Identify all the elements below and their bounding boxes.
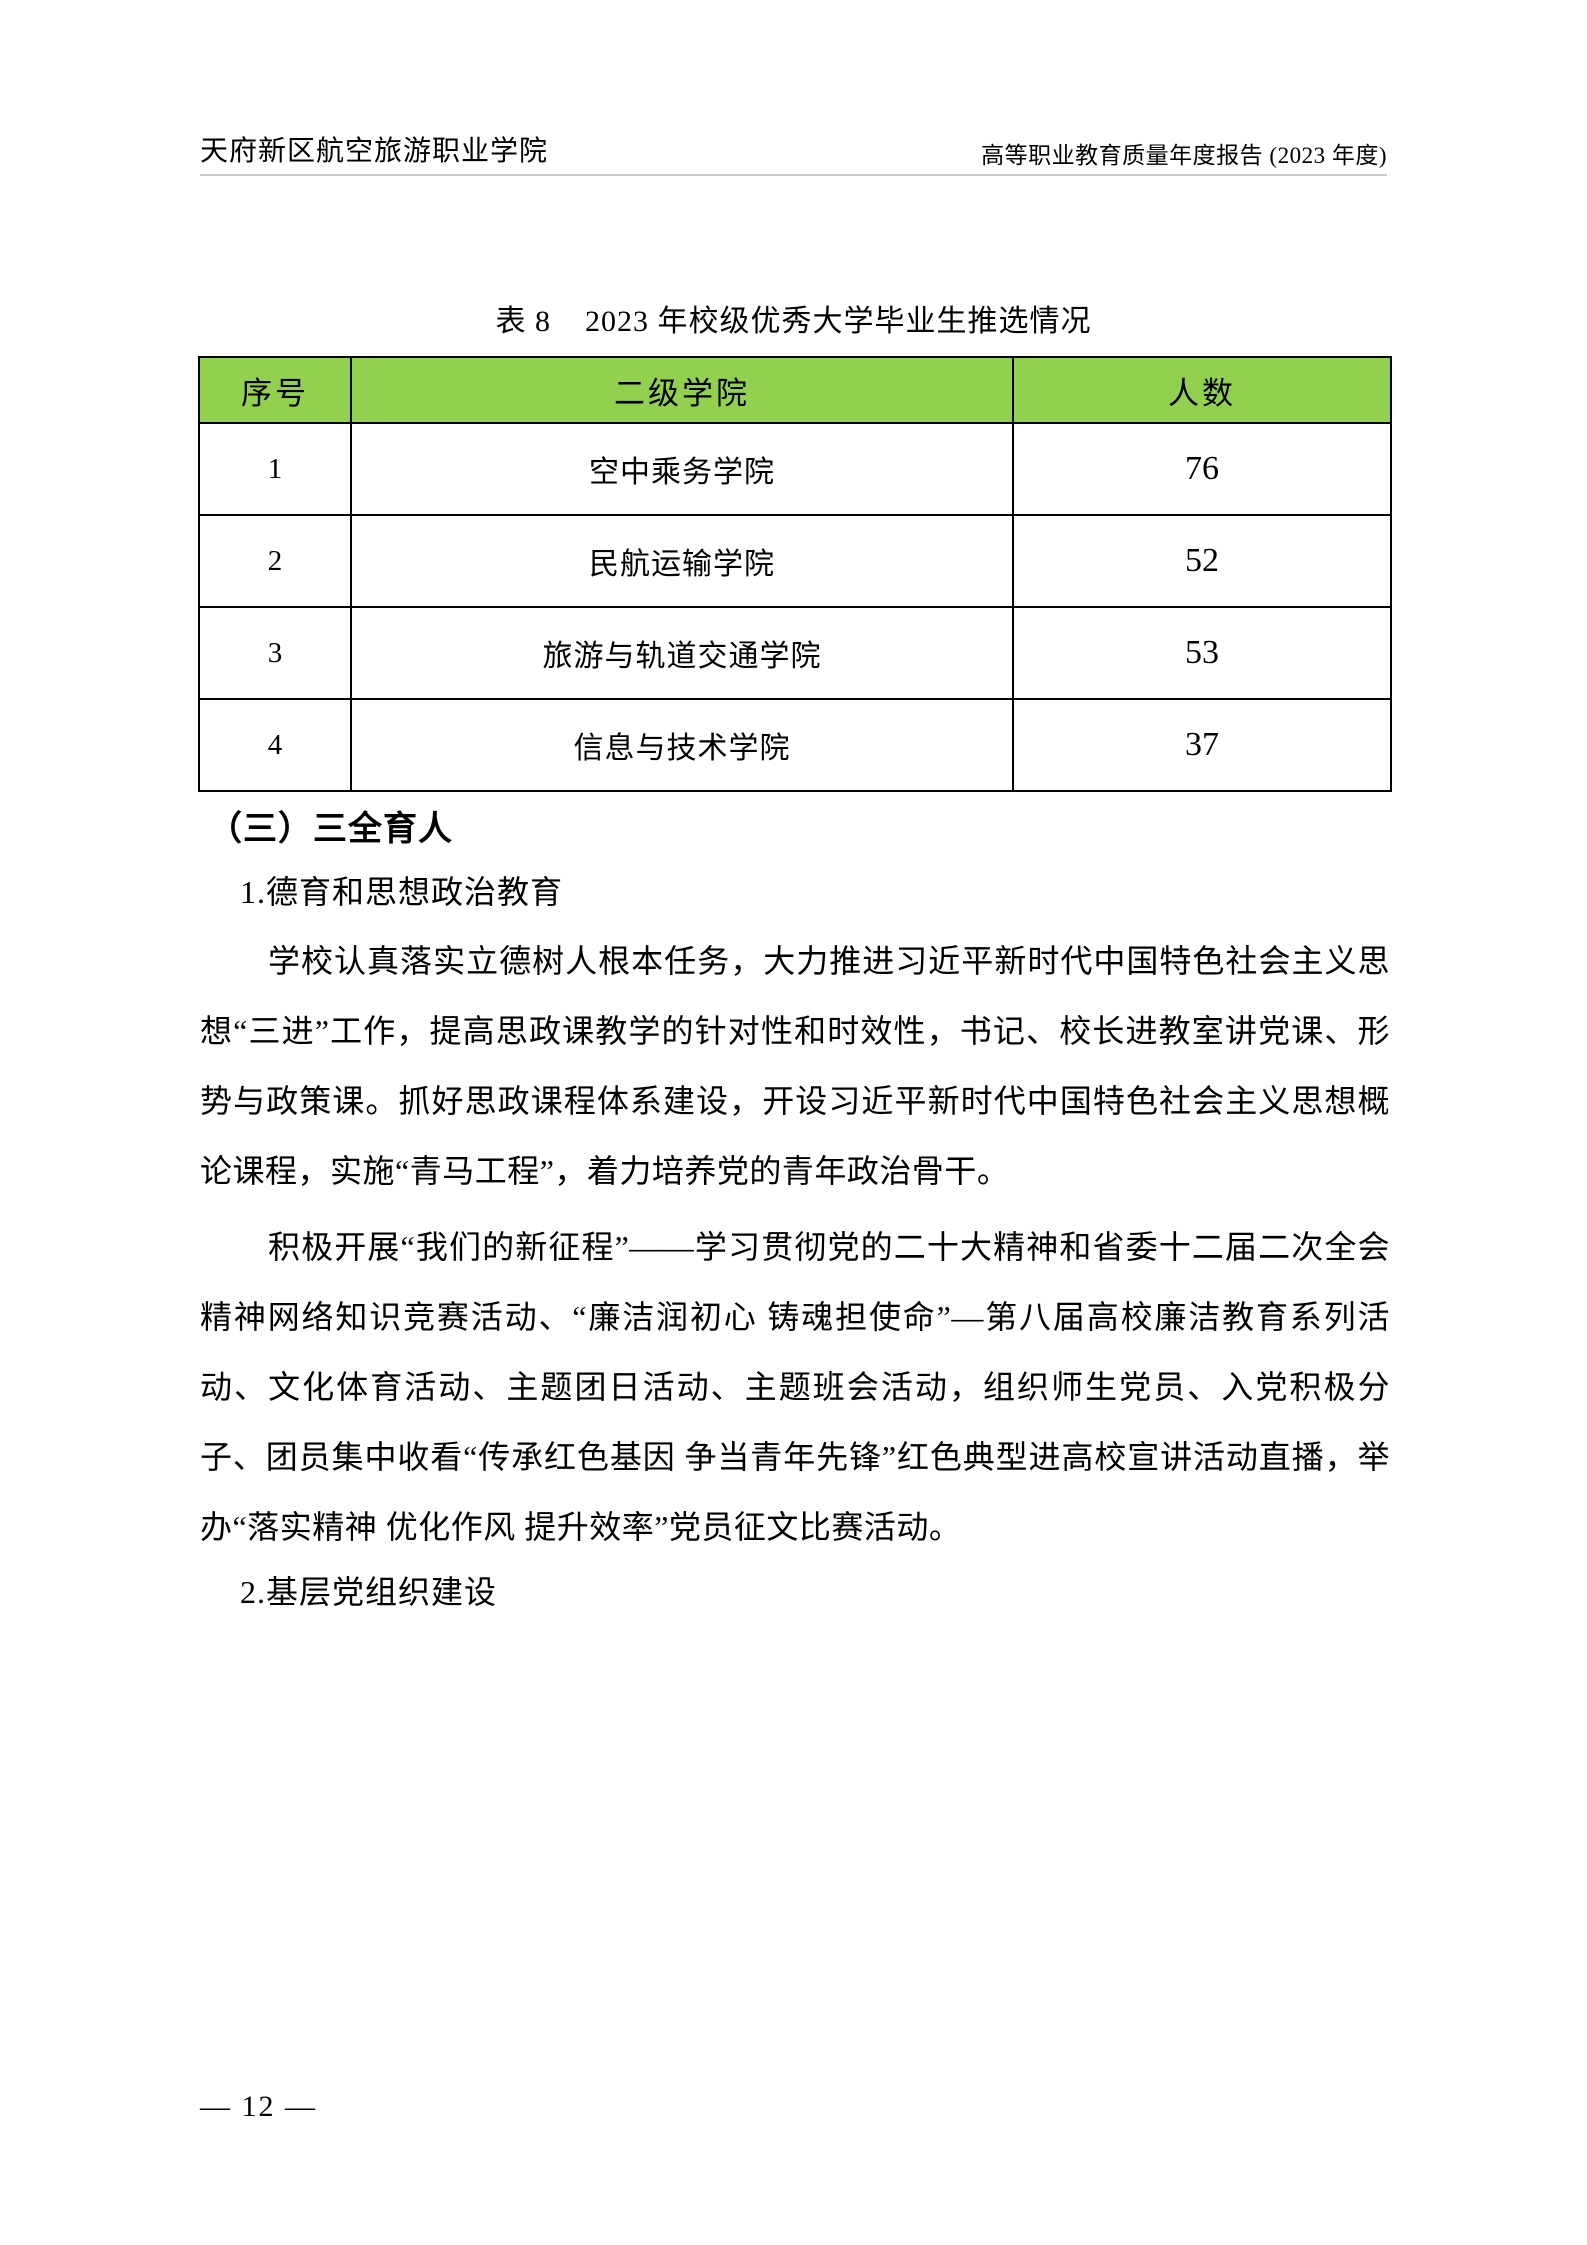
column-header-count: 人数 (1012, 356, 1392, 424)
table-header-row: 序号 二级学院 人数 (198, 356, 1392, 424)
paragraph-moral-education: 学校认真落实立德树人根本任务，大力推进习近平新时代中国特色社会主义思想“三进”工… (200, 943, 1390, 1190)
table-caption: 表 8 2023 年校级优秀大学毕业生推选情况 (495, 305, 1092, 338)
table-row: 3 旅游与轨道交通学院 53 (198, 606, 1392, 700)
body-content: （三）三全育人 1.德育和思想政治教育 学校认真落实立德树人根本任务，大力推进习… (200, 805, 1390, 1626)
header-institution-name: 天府新区航空旅游职业学院 (200, 136, 549, 168)
page-number: — 12 — (200, 2090, 317, 2123)
cell-count: 37 (1012, 698, 1392, 792)
cell-department: 空中乘务学院 (350, 422, 1014, 516)
paragraph-activities: 积极开展“我们的新征程”——学习贯彻党的二十大精神和省委十二届二次全会精神网络知… (200, 1229, 1390, 1546)
cell-department: 信息与技术学院 (350, 698, 1014, 792)
cell-count: 76 (1012, 422, 1392, 516)
graduates-recommendation-table: 序号 二级学院 人数 1 空中乘务学院 76 2 民航运输学院 52 3 旅游与… (198, 356, 1392, 792)
cell-count: 53 (1012, 606, 1392, 700)
cell-count: 52 (1012, 514, 1392, 608)
cell-department: 民航运输学院 (350, 514, 1014, 608)
cell-index: 4 (198, 698, 352, 792)
running-header: 天府新区航空旅游职业学院 高等职业教育质量年度报告 (2023 年度) (200, 108, 1387, 176)
table-row: 2 民航运输学院 52 (198, 514, 1392, 608)
sub-heading-moral-education: 1.德育和思想政治教育 (240, 874, 564, 911)
table-body: 1 空中乘务学院 76 2 民航运输学院 52 3 旅游与轨道交通学院 53 4… (198, 422, 1392, 792)
table-row: 1 空中乘务学院 76 (198, 422, 1392, 516)
cell-index: 1 (198, 422, 352, 516)
sub-heading-party-organization: 2.基层党组织建设 (240, 1574, 498, 1611)
column-header-department: 二级学院 (350, 356, 1014, 424)
section-heading-san-quan-yu-ren: （三）三全育人 (208, 811, 453, 848)
header-report-title: 高等职业教育质量年度报告 (2023 年度) (981, 142, 1387, 168)
cell-department: 旅游与轨道交通学院 (350, 606, 1014, 700)
column-header-index: 序号 (198, 356, 352, 424)
cell-index: 2 (198, 514, 352, 608)
cell-index: 3 (198, 606, 352, 700)
table-row: 4 信息与技术学院 37 (198, 698, 1392, 792)
